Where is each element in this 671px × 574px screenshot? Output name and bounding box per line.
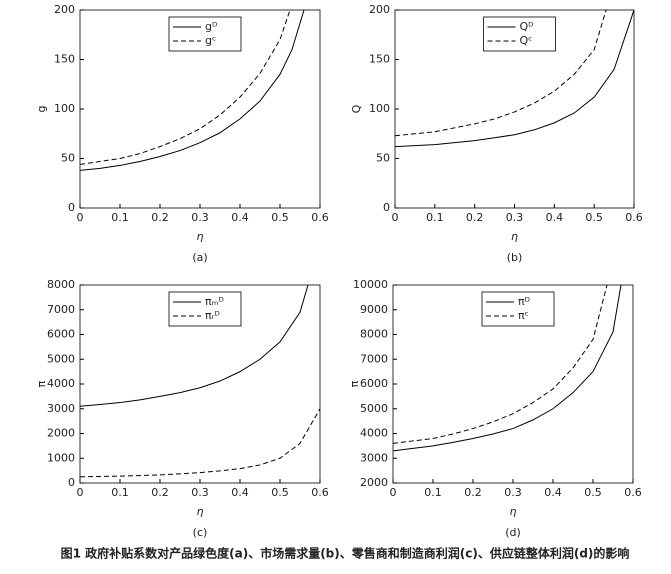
x-tick-label: 0.4: [231, 486, 249, 499]
panel-label: (c): [193, 526, 208, 539]
x-tick-label: 0.1: [426, 211, 444, 224]
legend-label: Qᴰ: [520, 20, 534, 33]
x-tick-label: 0.4: [546, 211, 564, 224]
legend-box: [483, 16, 556, 52]
legend-label: πᵣᴰ: [205, 309, 220, 322]
y-tick-label: 100: [369, 102, 390, 115]
series-line: [393, 285, 622, 452]
x-axis-label: η: [197, 230, 204, 243]
x-tick-label: 0.3: [191, 486, 209, 499]
y-tick-label: 6000: [47, 328, 75, 341]
x-tick-label: 0.6: [311, 211, 329, 224]
legend-box: [168, 291, 242, 327]
series-line: [80, 408, 320, 478]
legend-box: [481, 291, 555, 327]
legend-label: πᴰ: [518, 295, 530, 308]
series-line: [395, 10, 634, 148]
x-tick-label: 0.6: [311, 486, 329, 499]
y-tick-label: 50: [376, 152, 390, 165]
x-tick-label: 0.3: [191, 211, 209, 224]
figure-caption: 图1 政府补贴系数对产品绿色度(a)、市场需求量(b)、零售商和制造商利润(c)…: [61, 546, 630, 561]
y-tick-label: 2000: [47, 427, 75, 440]
x-tick-label: 0.5: [584, 486, 602, 499]
panel-label: (a): [192, 251, 207, 264]
y-tick-label: 0: [68, 201, 75, 214]
y-tick-label: 6000: [360, 377, 388, 390]
legend-label: πₘᴰ: [205, 295, 224, 308]
y-tick-label: 3000: [360, 451, 388, 464]
y-tick-label: 200: [54, 3, 75, 16]
series-line: [80, 10, 291, 165]
x-tick-label: 0.1: [111, 211, 129, 224]
x-tick-label: 0.5: [271, 211, 289, 224]
x-tick-label: 0: [392, 211, 399, 224]
series-line: [393, 285, 608, 444]
x-tick-label: 0: [390, 486, 397, 499]
y-axis-label: π: [35, 380, 48, 387]
y-tick-label: 7000: [360, 352, 388, 365]
x-tick-label: 0.2: [151, 486, 169, 499]
x-tick-label: 0.4: [231, 211, 249, 224]
y-tick-label: 9000: [360, 303, 388, 316]
y-tick-label: 150: [54, 53, 75, 66]
x-tick-label: 0: [77, 211, 84, 224]
y-axis-label: π: [348, 380, 361, 387]
legend-label: gᶜ: [205, 34, 216, 47]
x-axis-label: η: [510, 505, 517, 518]
y-tick-label: 2000: [360, 476, 388, 489]
legend-label: gᴰ: [205, 20, 217, 33]
y-tick-label: 200: [369, 3, 390, 16]
y-tick-label: 1000: [47, 451, 75, 464]
x-tick-label: 0.1: [424, 486, 442, 499]
x-axis-label: η: [197, 505, 204, 518]
y-tick-label: 5000: [360, 402, 388, 415]
legend-label: πᶜ: [518, 309, 529, 322]
x-tick-label: 0.2: [466, 211, 484, 224]
legend-label: Qᶜ: [520, 34, 533, 47]
y-tick-label: 0: [383, 201, 390, 214]
panel-label: (b): [507, 251, 523, 264]
x-tick-label: 0.3: [504, 486, 522, 499]
series-line: [80, 10, 305, 171]
x-tick-label: 0.6: [625, 211, 643, 224]
y-tick-label: 4000: [360, 427, 388, 440]
x-tick-label: 0.3: [506, 211, 524, 224]
x-tick-label: 0.4: [544, 486, 562, 499]
x-tick-label: 0.1: [111, 486, 129, 499]
y-tick-label: 8000: [47, 278, 75, 291]
x-axis-label: η: [511, 230, 518, 243]
y-axis-label: g: [35, 106, 48, 113]
series-line: [395, 10, 607, 137]
x-tick-label: 0.2: [464, 486, 482, 499]
series-line: [80, 285, 309, 407]
x-tick-label: 0: [77, 486, 84, 499]
panel-label: (d): [505, 526, 521, 539]
y-tick-label: 50: [61, 152, 75, 165]
y-tick-label: 150: [369, 53, 390, 66]
legend-box: [168, 16, 242, 52]
y-tick-label: 8000: [360, 328, 388, 341]
y-tick-label: 4000: [47, 377, 75, 390]
y-tick-label: 0: [68, 476, 75, 489]
y-tick-label: 3000: [47, 402, 75, 415]
y-axis-label: Q: [350, 104, 363, 113]
x-tick-label: 0.6: [624, 486, 642, 499]
y-tick-label: 10000: [353, 278, 388, 291]
y-tick-label: 5000: [47, 352, 75, 365]
x-tick-label: 0.5: [271, 486, 289, 499]
x-tick-label: 0.2: [151, 211, 169, 224]
y-tick-label: 100: [54, 102, 75, 115]
y-tick-label: 7000: [47, 303, 75, 316]
x-tick-label: 0.5: [585, 211, 603, 224]
